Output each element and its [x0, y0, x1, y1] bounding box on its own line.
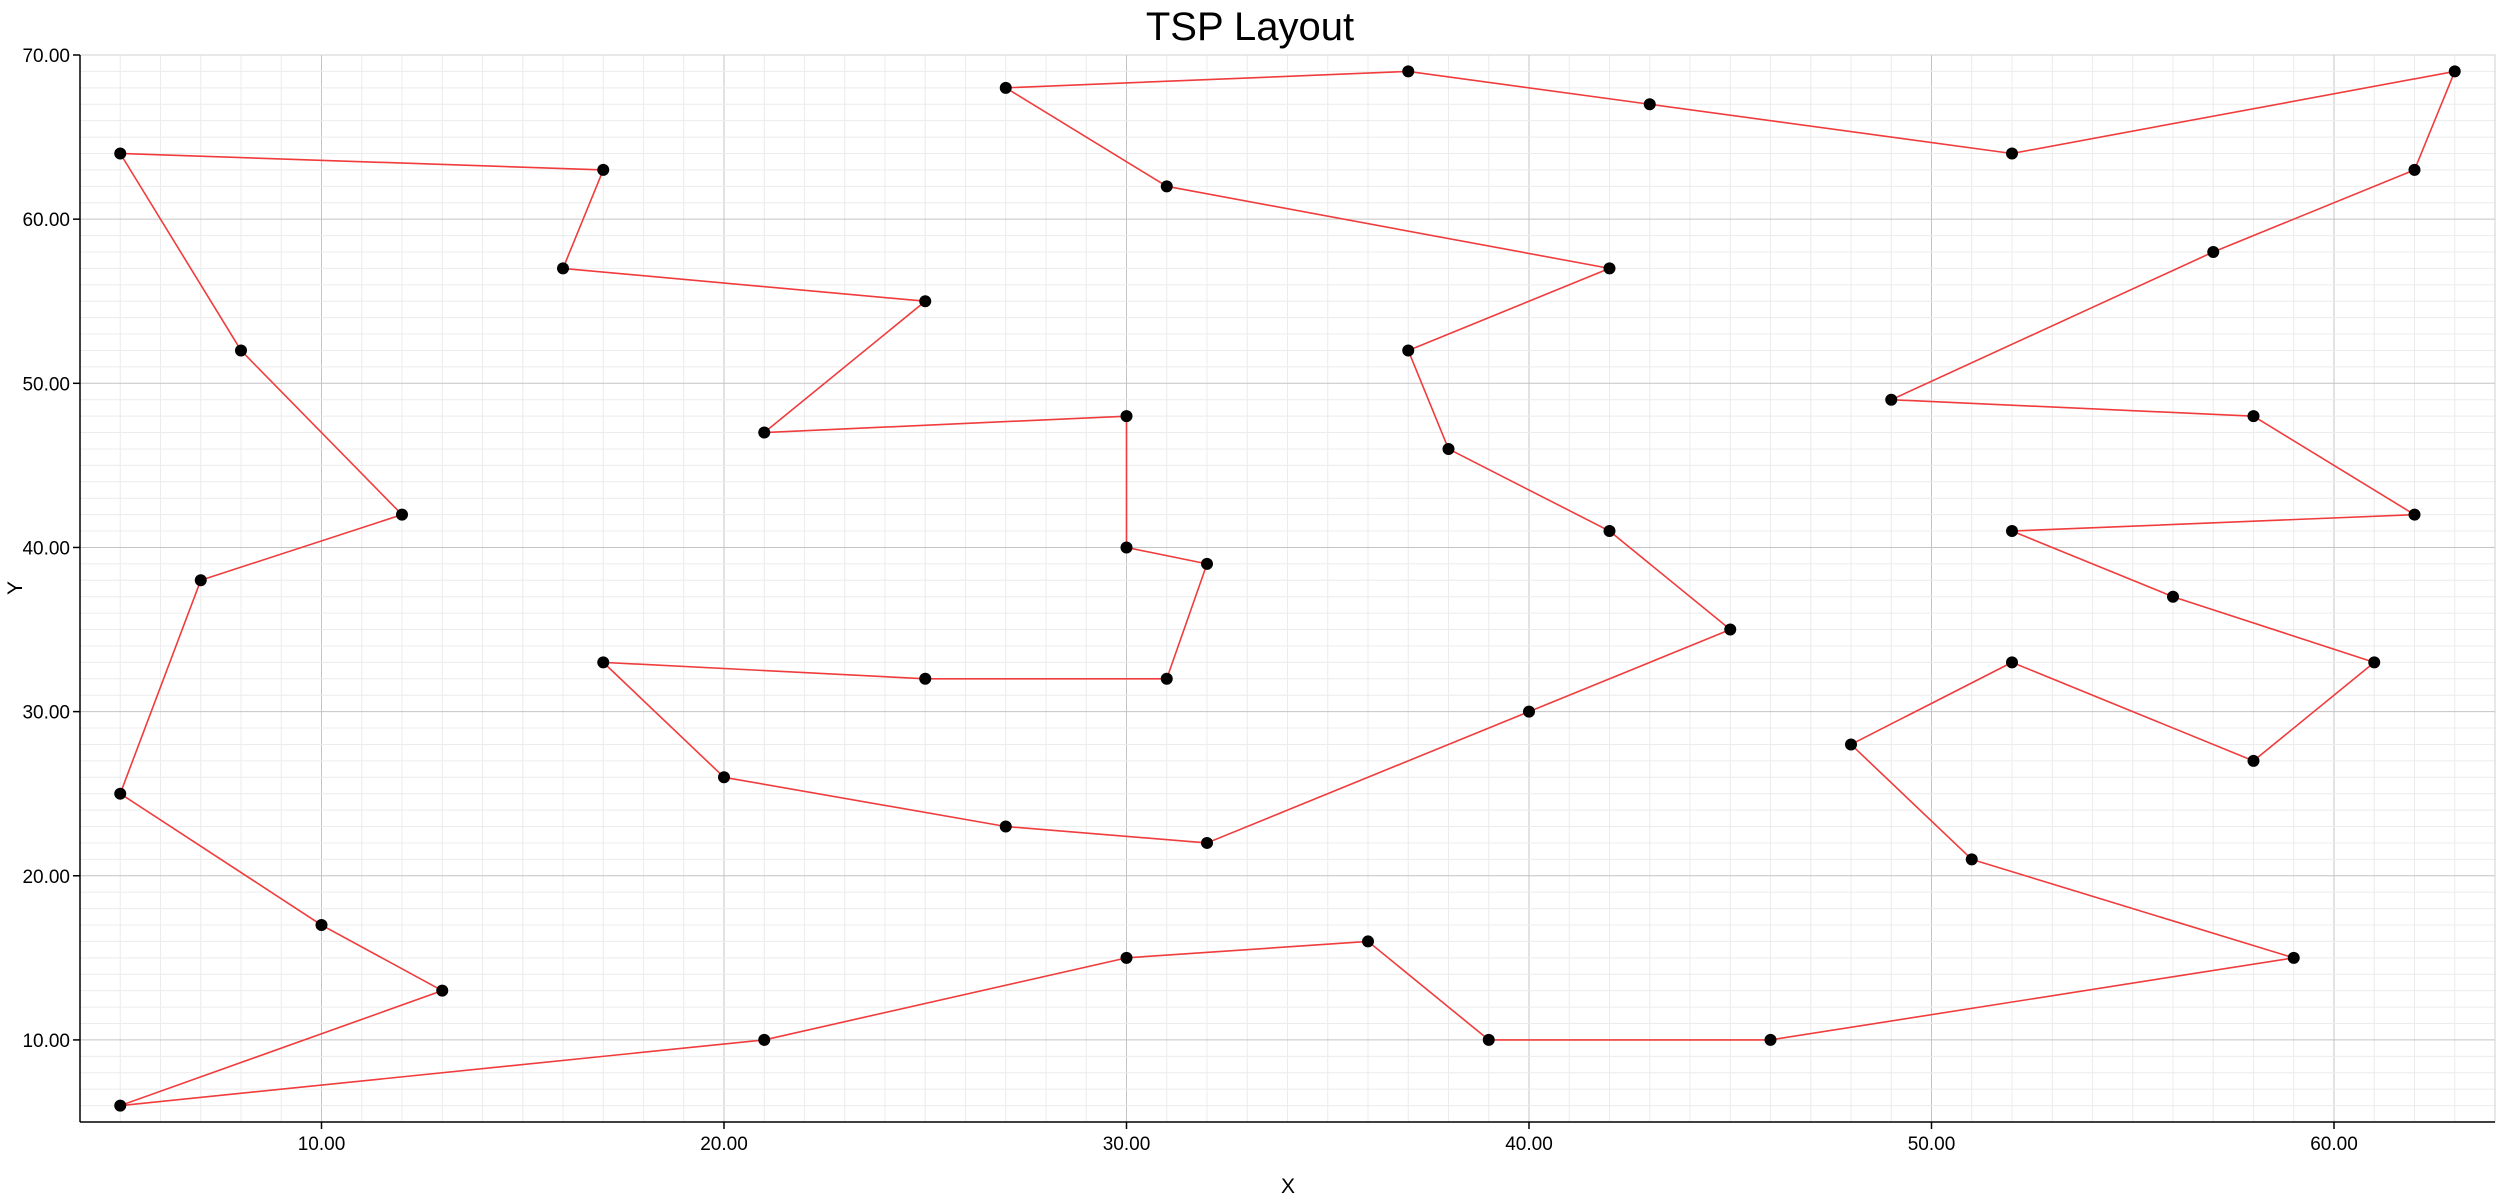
- city-point: [758, 1033, 771, 1046]
- city-point: [919, 672, 932, 685]
- city-point: [758, 426, 771, 439]
- x-tick-label: 30.00: [1103, 1134, 1151, 1155]
- city-point: [1201, 836, 1213, 849]
- city-point: [1402, 65, 1415, 78]
- y-tick-label: 20.00: [22, 867, 70, 888]
- city-point: [2408, 163, 2421, 176]
- city-point: [1523, 705, 1535, 718]
- y-tick-label: 10.00: [22, 1031, 70, 1052]
- city-point: [2368, 656, 2381, 669]
- city-point: [2408, 508, 2421, 521]
- x-tick-label: 20.00: [700, 1134, 748, 1155]
- y-tick-label: 70.00: [22, 46, 70, 67]
- city-point: [114, 147, 127, 160]
- y-axis-label: Y: [4, 581, 27, 595]
- x-tick-label: 10.00: [298, 1134, 346, 1155]
- city-point: [1764, 1033, 1777, 1046]
- city-point: [1120, 541, 1133, 554]
- city-point: [2207, 245, 2220, 258]
- city-point: [1643, 98, 1656, 111]
- city-point: [2247, 754, 2260, 767]
- city-point: [194, 574, 207, 587]
- city-points: [114, 65, 2461, 1112]
- x-tick-label: 40.00: [1505, 1134, 1553, 1155]
- city-point: [999, 81, 1012, 94]
- city-point: [1402, 344, 1415, 357]
- city-point: [1120, 951, 1133, 964]
- city-point: [718, 771, 730, 784]
- city-point: [1885, 393, 1898, 406]
- city-point: [114, 1099, 127, 1112]
- city-point: [2006, 656, 2018, 669]
- city-point: [999, 820, 1012, 833]
- y-tick-label: 40.00: [22, 538, 70, 559]
- city-point: [2448, 65, 2461, 78]
- city-point: [2006, 147, 2018, 160]
- city-point: [597, 656, 610, 669]
- city-point: [1442, 442, 1455, 455]
- city-point: [1603, 525, 1616, 538]
- city-point: [1724, 623, 1737, 636]
- city-point: [597, 163, 610, 176]
- y-tick-label: 30.00: [22, 703, 70, 724]
- city-point: [557, 262, 569, 275]
- city-point: [1160, 672, 1173, 685]
- city-point: [2287, 951, 2300, 964]
- city-point: [1362, 935, 1374, 948]
- city-point: [114, 787, 127, 800]
- city-point: [1482, 1033, 1495, 1046]
- city-point: [2006, 525, 2018, 538]
- city-point: [2247, 410, 2260, 423]
- city-point: [436, 984, 449, 997]
- x-axis-label: X: [1281, 1175, 1295, 1198]
- city-point: [235, 344, 247, 357]
- x-tick-label: 60.00: [2310, 1134, 2358, 1155]
- city-point: [2167, 590, 2179, 603]
- city-point: [1160, 180, 1173, 193]
- axis-ticks: 10.00 20.00 30.00 40.00 50.00 60.00 10.00 20.00…: [22, 46, 2357, 1155]
- city-point: [396, 508, 408, 521]
- grid: [79, 54, 2496, 1123]
- x-tick-label: 50.00: [1908, 1134, 1956, 1155]
- city-point: [1120, 410, 1133, 423]
- tour-route-line: [119, 70, 2456, 1107]
- city-point: [1603, 262, 1616, 275]
- city-point: [1201, 557, 1213, 570]
- city-point: [919, 295, 932, 308]
- city-point: [1965, 853, 1978, 866]
- chart-title: TSP Layout: [1146, 5, 1354, 49]
- city-point: [1845, 738, 1857, 751]
- y-tick-label: 60.00: [22, 210, 70, 231]
- y-tick-label: 50.00: [22, 374, 70, 395]
- city-point: [315, 919, 328, 932]
